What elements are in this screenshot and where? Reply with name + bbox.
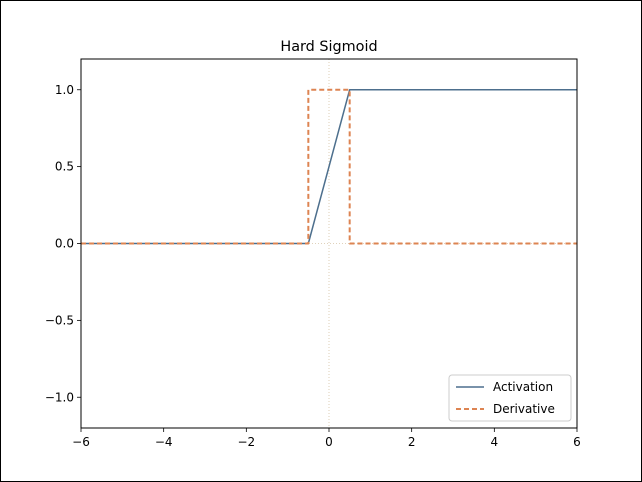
legend: Activation Derivative (448, 374, 572, 422)
x-tick-label: −6 (72, 435, 90, 449)
x-tick-label: 6 (573, 435, 581, 449)
x-axis: −6 −4 −2 0 2 4 6 (72, 428, 581, 449)
x-tick-label: −4 (155, 435, 173, 449)
x-tick-label: 2 (408, 435, 416, 449)
x-tick-label: 0 (325, 435, 333, 449)
y-tick-label: 0.5 (55, 160, 74, 174)
series-line-derivative (81, 88, 577, 245)
y-tick-label: 1.0 (55, 83, 74, 97)
x-tick-label: 4 (491, 435, 499, 449)
x-tick-label: −2 (237, 435, 255, 449)
legend-label-derivative: Derivative (493, 402, 555, 416)
y-axis: −1.0 −0.5 0.0 0.5 1.0 (45, 83, 81, 404)
y-tick-label: 0.0 (55, 237, 74, 251)
legend-label-activation: Activation (493, 380, 553, 394)
y-tick-label: −0.5 (45, 313, 74, 327)
chart-title: Hard Sigmoid (280, 39, 377, 55)
series-layer (81, 88, 577, 245)
y-tick-label: −1.0 (45, 390, 74, 404)
